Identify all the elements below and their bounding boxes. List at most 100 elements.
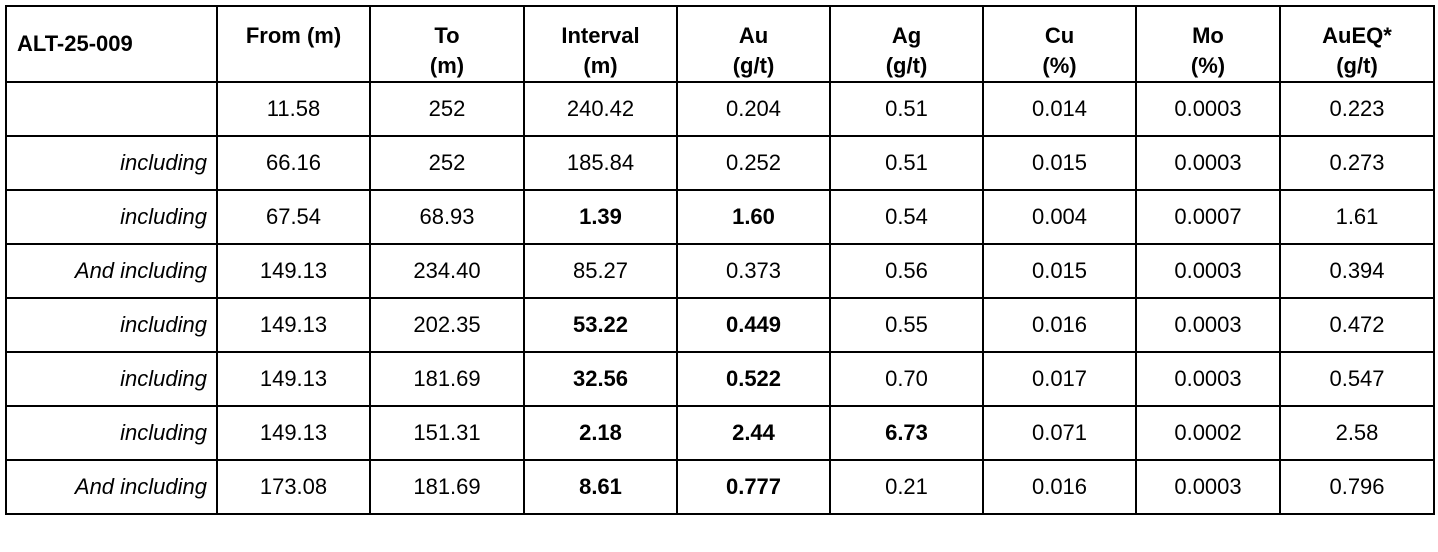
cell-mo: 0.0002 [1135,405,1281,461]
cell-cu: 0.017 [982,351,1137,407]
row-label: including [5,405,218,461]
column-header-ag: Ag (g/t) [829,5,984,83]
cell-interval: 185.84 [523,135,678,191]
cell-mo: 0.0003 [1135,243,1281,299]
cell-au: 0.204 [676,81,831,137]
column-header-line1: Cu [1044,23,1075,48]
cell-from: 173.08 [216,459,371,515]
cell-ag: 0.51 [829,135,984,191]
cell-from: 149.13 [216,351,371,407]
column-header-line2: (g/t) [885,53,928,78]
cell-cu: 0.071 [982,405,1137,461]
column-header-line2: (g/t) [732,53,775,78]
cell-aueq: 2.58 [1279,405,1435,461]
cell-mo: 0.0003 [1135,351,1281,407]
table-row: 11.58 252 240.42 0.204 0.51 0.014 0.0003 0.223 [5,81,1435,137]
hole-id-header: ALT-25-009 [5,5,218,83]
cell-to: 252 [369,135,525,191]
cell-aueq: 0.547 [1279,351,1435,407]
column-header-line2: (m) [429,53,465,78]
cell-ag: 0.54 [829,189,984,245]
cell-au: 0.522 [676,351,831,407]
cell-cu: 0.015 [982,135,1137,191]
cell-from: 11.58 [216,81,371,137]
column-header-line2: (%) [1042,53,1077,78]
cell-to: 151.31 [369,405,525,461]
cell-interval: 85.27 [523,243,678,299]
cell-au: 0.449 [676,297,831,353]
cell-interval: 2.18 [523,405,678,461]
column-header-line1: Ag [891,23,922,48]
cell-from: 66.16 [216,135,371,191]
cell-to: 181.69 [369,351,525,407]
cell-from: 149.13 [216,405,371,461]
assay-results-table: ALT-25-009 From (m) To (m) Interval (m) Au (g/… [5,5,1435,515]
header-row: ALT-25-009 From (m) To (m) Interval (m) Au (g/… [5,5,1435,83]
cell-ag: 0.56 [829,243,984,299]
column-header-line2: (m) [583,53,618,78]
cell-aueq: 0.472 [1279,297,1435,353]
cell-au: 1.60 [676,189,831,245]
cell-mo: 0.0007 [1135,189,1281,245]
cell-aueq: 1.61 [1279,189,1435,245]
column-header-aueq: AuEQ* (g/t) [1279,5,1435,83]
table-row: including 66.16 252 185.84 0.252 0.51 0.015 0.0… [5,135,1435,191]
cell-mo: 0.0003 [1135,135,1281,191]
cell-au: 0.373 [676,243,831,299]
cell-cu: 0.016 [982,297,1137,353]
cell-cu: 0.004 [982,189,1137,245]
cell-from: 149.13 [216,243,371,299]
table-row: including 149.13 202.35 53.22 0.449 0.55 0.016… [5,297,1435,353]
cell-ag: 0.51 [829,81,984,137]
cell-ag: 6.73 [829,405,984,461]
cell-interval: 53.22 [523,297,678,353]
row-label: And including [5,459,218,515]
column-header-interval: Interval (m) [523,5,678,83]
cell-from: 67.54 [216,189,371,245]
row-label [5,81,218,137]
cell-interval: 240.42 [523,81,678,137]
cell-au: 0.252 [676,135,831,191]
column-header-line1: Interval [561,23,640,48]
cell-ag: 0.55 [829,297,984,353]
table-row: including 67.54 68.93 1.39 1.60 0.54 0.004 0.00… [5,189,1435,245]
cell-interval: 8.61 [523,459,678,515]
cell-cu: 0.015 [982,243,1137,299]
cell-from: 149.13 [216,297,371,353]
cell-au: 2.44 [676,405,831,461]
row-label: And including [5,243,218,299]
column-header-au: Au (g/t) [676,5,831,83]
cell-ag: 0.70 [829,351,984,407]
column-header-line1: Mo [1192,23,1224,48]
row-label: including [5,135,218,191]
cell-cu: 0.014 [982,81,1137,137]
table-body: 11.58 252 240.42 0.204 0.51 0.014 0.0003 0.223 i… [5,81,1435,515]
cell-to: 202.35 [369,297,525,353]
cell-mo: 0.0003 [1135,459,1281,515]
cell-interval: 32.56 [523,351,678,407]
table-row: And including 149.13 234.40 85.27 0.373 0.56 0… [5,243,1435,299]
cell-mo: 0.0003 [1135,81,1281,137]
cell-aueq: 0.223 [1279,81,1435,137]
cell-to: 234.40 [369,243,525,299]
column-header-to: To (m) [369,5,525,83]
column-header-line1: Au [738,23,769,48]
cell-aueq: 0.394 [1279,243,1435,299]
cell-to: 181.69 [369,459,525,515]
column-header-line2: (%) [1190,53,1226,78]
cell-ag: 0.21 [829,459,984,515]
column-header-mo: Mo (%) [1135,5,1281,83]
cell-aueq: 0.796 [1279,459,1435,515]
column-header-line2: (g/t) [1336,53,1378,78]
row-label: including [5,351,218,407]
cell-aueq: 0.273 [1279,135,1435,191]
row-label: including [5,189,218,245]
column-header-line1: From (m) [245,23,342,48]
column-header-cu: Cu (%) [982,5,1137,83]
cell-cu: 0.016 [982,459,1137,515]
cell-interval: 1.39 [523,189,678,245]
cell-to: 252 [369,81,525,137]
row-label: including [5,297,218,353]
table-row: And including 173.08 181.69 8.61 0.777 0.21 0.… [5,459,1435,515]
cell-mo: 0.0003 [1135,297,1281,353]
